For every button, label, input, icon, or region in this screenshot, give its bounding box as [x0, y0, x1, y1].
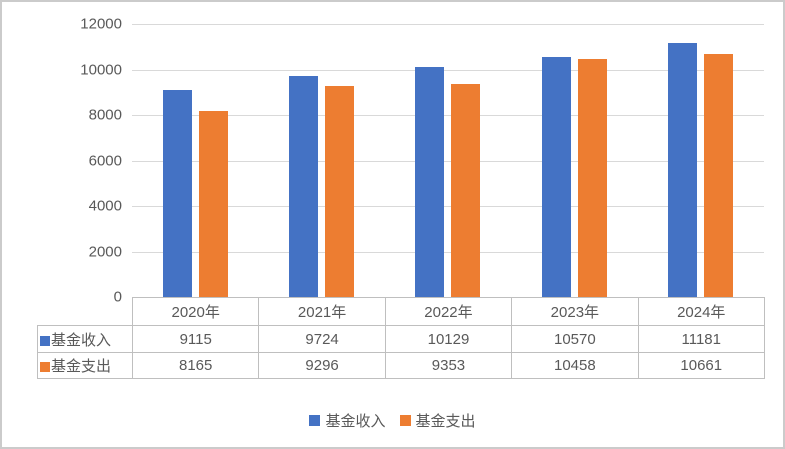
bar-基金收入-2022年[interactable]: [415, 66, 445, 297]
gridline: [132, 251, 764, 253]
y-axis-tick-label: 8000: [88, 106, 122, 124]
year-header-cell: 2023年: [511, 297, 639, 326]
bar-基金支出-2020年[interactable]: [198, 111, 228, 297]
year-header-cell: 2024年: [637, 297, 765, 326]
value-cell: 11181: [637, 325, 765, 353]
y-axis-tick-label: 10000: [80, 61, 122, 78]
y-axis-tick-label: 12000: [80, 15, 122, 33]
series-key-icon: [40, 362, 50, 372]
legend-item-基金支出[interactable]: 基金支出: [399, 410, 476, 431]
bar-group-2020年: [132, 24, 258, 297]
year-header-cell: 2020年: [131, 297, 260, 326]
value-cell: 9353: [384, 352, 513, 379]
bar-基金支出-2023年[interactable]: [577, 59, 607, 297]
gridline: [132, 115, 764, 116]
year-header-cell: 2022年: [384, 297, 513, 326]
chart-legend: 基金收入 基金支出: [2, 407, 783, 433]
value-cell: 9115: [131, 325, 260, 353]
legend-label: 基金收入: [325, 412, 386, 430]
bar-基金收入-2021年[interactable]: [289, 75, 319, 297]
series-label-cell: 基金支出: [37, 352, 133, 379]
value-cell: 10129: [384, 325, 513, 353]
y-axis-tick-label: 6000: [88, 152, 122, 169]
value-cell: 9296: [258, 352, 386, 379]
y-axis-tick-label: 0: [113, 288, 122, 306]
bar-基金收入-2020年[interactable]: [162, 89, 192, 297]
legend-swatch-icon: [309, 414, 321, 426]
value-cell: 8165: [131, 352, 260, 379]
bar-group-2023年: [511, 24, 637, 297]
gridline: [132, 24, 764, 25]
table-row: 基金收入 9115 9724 10129 10570 11181: [37, 325, 765, 353]
series-label-cell: 基金收入: [37, 325, 133, 353]
gridline: [132, 206, 764, 207]
gridline: [132, 160, 764, 162]
bar-group-2021年: [258, 24, 384, 297]
bar-group-2024年: [638, 24, 764, 297]
legend-swatch-icon: [399, 414, 411, 426]
legend-item-基金收入[interactable]: 基金收入: [309, 410, 386, 431]
year-header-cell: 2021年: [258, 297, 386, 326]
value-cell: 9724: [258, 325, 386, 353]
bar-group-2022年: [385, 24, 511, 297]
series-key-icon: [40, 335, 50, 346]
value-cell: 10570: [511, 325, 639, 353]
y-axis-tick-label: 4000: [88, 197, 122, 215]
bar-基金收入-2024年[interactable]: [668, 42, 698, 297]
legend-label: 基金支出: [415, 412, 476, 430]
gridline: [132, 69, 764, 71]
bar-基金支出-2021年[interactable]: [325, 85, 355, 297]
value-cell: 10458: [511, 352, 639, 379]
plot-area: [132, 24, 764, 298]
chart-data-table[interactable]: 2020年 2021年 2022年 2023年 2024年 基金收入 9115 9724 101…: [37, 297, 765, 379]
bar-基金收入-2023年[interactable]: [541, 56, 571, 297]
y-axis-tick-label: 2000: [88, 243, 122, 260]
table-row: 基金支出 8165 9296 9353 10458 10661: [37, 352, 765, 379]
bar-基金支出-2022年[interactable]: [451, 84, 481, 297]
value-cell: 10661: [637, 352, 765, 379]
bar-基金支出-2024年[interactable]: [704, 54, 734, 297]
table-corner-cell: [38, 298, 133, 326]
